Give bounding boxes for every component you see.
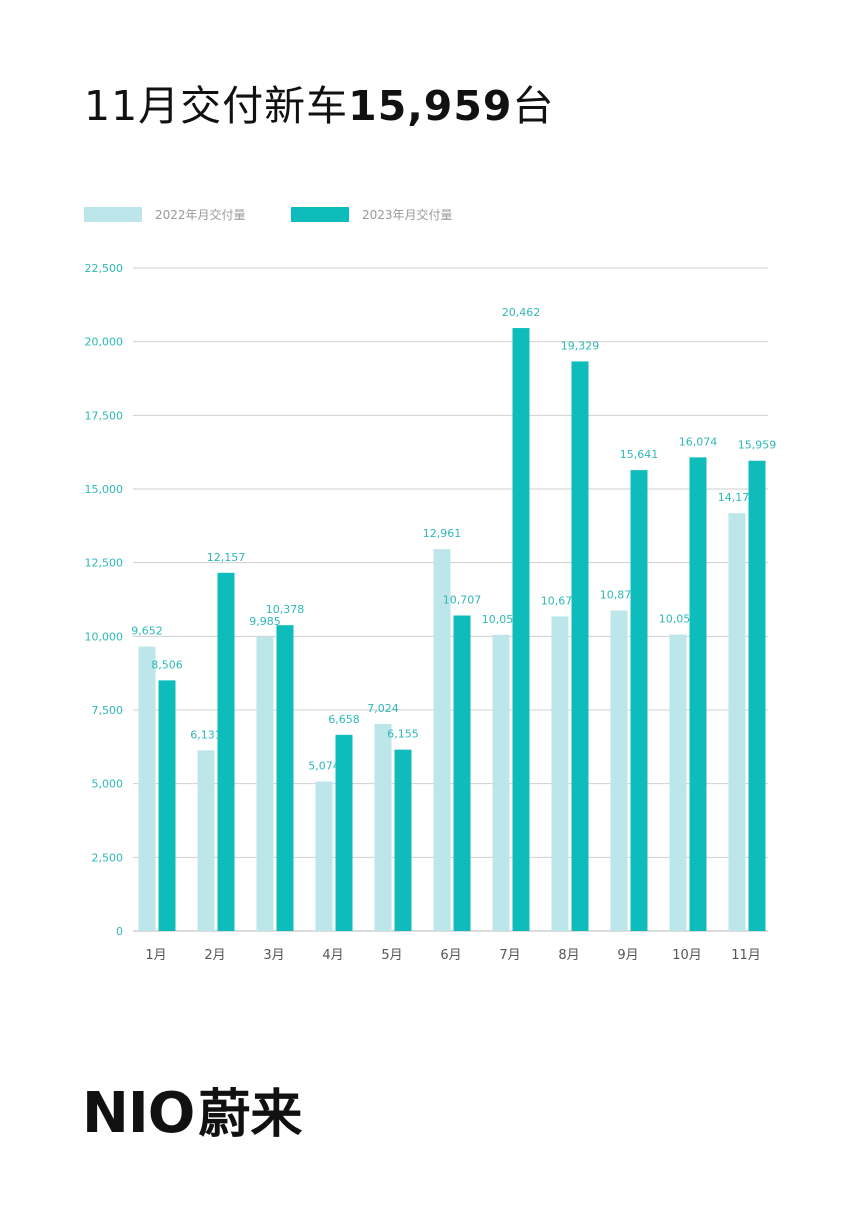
data-label-2022: 12,961 bbox=[423, 527, 462, 540]
x-tick-label: 3月 bbox=[263, 948, 284, 963]
x-tick-label: 7月 bbox=[499, 948, 520, 963]
data-label-2022: 10,677 bbox=[541, 594, 580, 607]
logo-text: NIO bbox=[82, 1081, 195, 1146]
y-tick-label: 5,000 bbox=[92, 778, 124, 791]
data-label-2023: 19,329 bbox=[561, 339, 600, 352]
data-label-2023: 20,462 bbox=[502, 306, 541, 319]
bar-2022 bbox=[197, 750, 215, 931]
data-label-2023: 15,641 bbox=[620, 448, 659, 461]
x-tick-label: 5月 bbox=[381, 948, 402, 963]
title-number: 15,959 bbox=[348, 82, 513, 130]
legend-item-2023: 2023年月交付量 bbox=[291, 204, 453, 224]
bar-2022 bbox=[492, 634, 510, 931]
bar-2023 bbox=[748, 460, 766, 931]
legend-label-2023: 2023年月交付量 bbox=[362, 207, 453, 222]
data-label-2023: 12,157 bbox=[207, 551, 246, 564]
x-tick-label: 11月 bbox=[731, 948, 761, 963]
bar-2022 bbox=[669, 634, 687, 931]
y-tick-label: 22,500 bbox=[85, 262, 124, 275]
data-label-2022: 10,059 bbox=[659, 613, 698, 626]
data-label-2023: 16,074 bbox=[679, 435, 718, 448]
y-tick-label: 0 bbox=[116, 925, 123, 938]
bar-2023 bbox=[217, 572, 235, 931]
x-tick-label: 2月 bbox=[204, 948, 225, 963]
y-tick-label: 20,000 bbox=[85, 336, 124, 349]
bar-2022 bbox=[433, 549, 451, 931]
legend-swatch-2023 bbox=[291, 206, 349, 222]
data-label-2022: 9,985 bbox=[249, 615, 281, 628]
bar-2022 bbox=[374, 724, 392, 931]
x-tick-label: 1月 bbox=[145, 948, 166, 963]
data-label-2022: 6,131 bbox=[190, 728, 222, 741]
data-label-2022: 7,024 bbox=[367, 702, 399, 715]
y-tick-label: 15,000 bbox=[85, 483, 124, 496]
bar-2023 bbox=[689, 457, 707, 931]
x-tick-label: 10月 bbox=[672, 948, 702, 963]
legend-item-2022: 2022年月交付量 bbox=[84, 204, 246, 224]
bar-2023 bbox=[335, 734, 353, 931]
x-tick-label: 8月 bbox=[558, 948, 579, 963]
bar-2023 bbox=[630, 470, 648, 931]
bar-2023 bbox=[394, 749, 412, 931]
legend-swatch-2022 bbox=[84, 206, 142, 222]
y-tick-label: 17,500 bbox=[85, 409, 124, 422]
data-label-2023: 6,155 bbox=[387, 728, 419, 741]
x-tick-label: 6月 bbox=[440, 948, 461, 963]
bar-2023 bbox=[453, 615, 471, 931]
title-prefix: 11月交付新车 bbox=[84, 82, 349, 130]
y-tick-label: 12,500 bbox=[85, 557, 124, 570]
data-label-2023: 6,658 bbox=[328, 713, 360, 726]
bar-2023 bbox=[512, 328, 530, 931]
data-label-2022: 10,052 bbox=[482, 613, 521, 626]
data-label-2022: 9,652 bbox=[131, 625, 163, 638]
title-suffix: 台 bbox=[512, 82, 555, 130]
bar-2022 bbox=[315, 781, 333, 931]
data-label-2023: 8,506 bbox=[151, 658, 183, 671]
page-title: 11月交付新车15,959台 bbox=[84, 80, 554, 132]
bar-2022 bbox=[256, 636, 274, 931]
bar-2023 bbox=[276, 625, 294, 931]
y-tick-label: 2,500 bbox=[92, 851, 124, 864]
y-tick-label: 10,000 bbox=[85, 630, 124, 643]
bar-2023 bbox=[158, 680, 176, 931]
x-tick-label: 4月 bbox=[322, 948, 343, 963]
data-label-2022: 5,074 bbox=[308, 759, 340, 772]
bar-2022 bbox=[138, 646, 156, 931]
data-label-2023: 10,378 bbox=[266, 603, 305, 616]
bar-2022 bbox=[551, 616, 569, 931]
data-label-2023: 10,707 bbox=[443, 594, 482, 607]
bar-2022 bbox=[728, 513, 746, 931]
data-label-2022: 14,178 bbox=[718, 491, 757, 504]
legend-label-2022: 2022年月交付量 bbox=[155, 207, 246, 222]
data-label-2022: 10,878 bbox=[600, 588, 639, 601]
brand-logo: NIO蔚来 bbox=[82, 1080, 302, 1149]
y-tick-label: 7,500 bbox=[92, 704, 124, 717]
x-tick-label: 9月 bbox=[617, 948, 638, 963]
bar-2022 bbox=[610, 610, 628, 931]
data-label-2023: 15,959 bbox=[738, 439, 777, 452]
logo-cn-text: 蔚来 bbox=[198, 1085, 303, 1145]
bar-2023 bbox=[571, 361, 589, 931]
